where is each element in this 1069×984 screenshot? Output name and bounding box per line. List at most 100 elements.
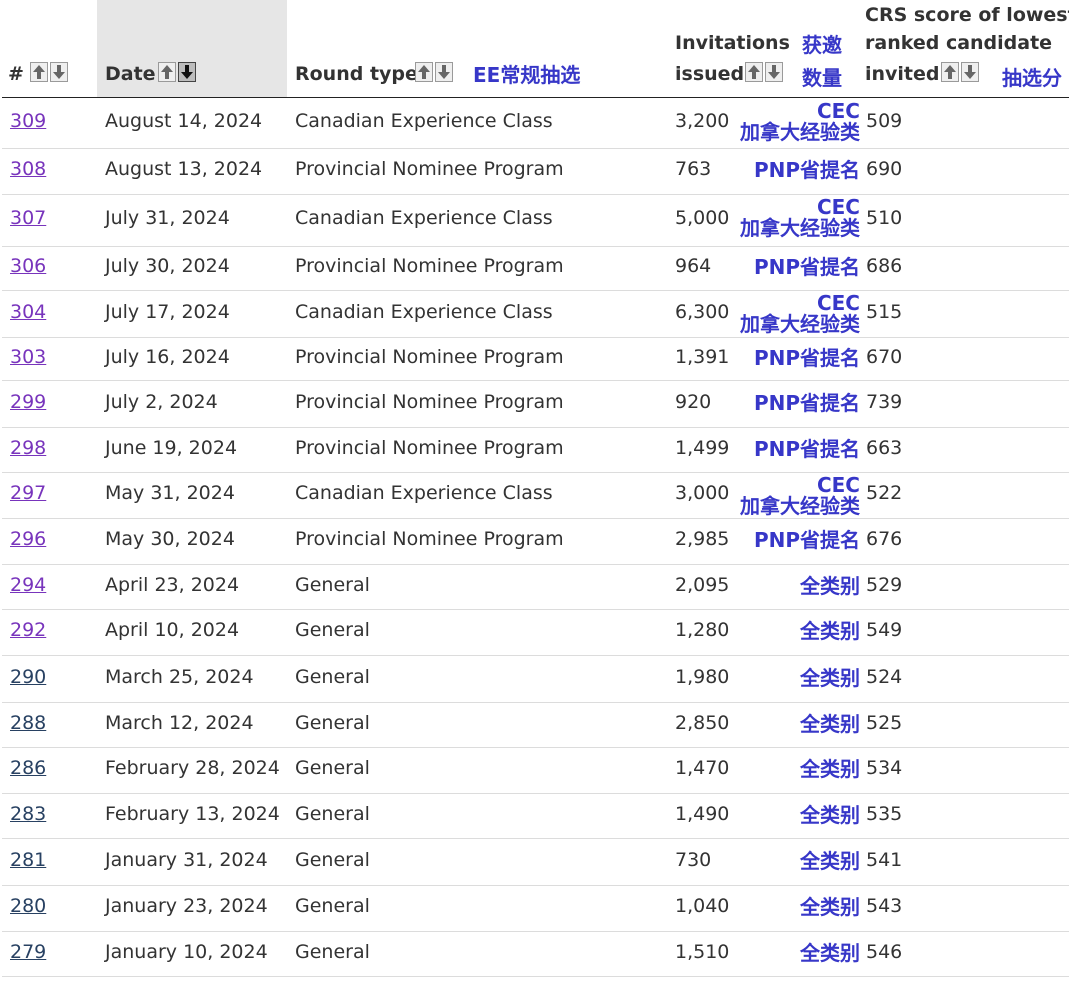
invitations-issued: 2,985 xyxy=(675,528,730,550)
draw-number-link[interactable]: 283 xyxy=(10,803,47,825)
draw-number-link[interactable]: 286 xyxy=(10,757,47,779)
draw-number-cell: 306 xyxy=(10,255,46,277)
header-round-type: Round type EE常规抽选 xyxy=(287,0,667,97)
draw-date: February 13, 2024 xyxy=(105,803,280,825)
draw-date: April 23, 2024 xyxy=(105,574,240,596)
sort-down-icon[interactable] xyxy=(765,62,783,82)
draw-type-annotation: CEC 加拿大经验类 xyxy=(740,101,860,143)
table-row: 290 March 25, 2024 General 1,980 524 全类别 xyxy=(2,655,1069,703)
header-crs-line3: invited xyxy=(865,63,940,85)
draw-number-link[interactable]: 290 xyxy=(10,666,47,688)
draw-number-link[interactable]: 304 xyxy=(10,301,47,323)
sort-down-icon[interactable] xyxy=(435,62,453,82)
draw-number-link[interactable]: 303 xyxy=(10,346,47,368)
header-invitations: Invitations issued 获邀 数量 xyxy=(667,0,862,97)
header-crs-line2: ranked candidate xyxy=(865,32,1053,54)
draw-number-link[interactable]: 281 xyxy=(10,849,47,871)
round-type: General xyxy=(295,803,370,825)
draw-number-cell: 280 xyxy=(10,895,46,917)
round-type: Canadian Experience Class xyxy=(295,110,553,132)
draw-number-cell: 288 xyxy=(10,712,46,734)
draw-type-annotation: 全类别 xyxy=(800,712,860,736)
crs-score: 686 xyxy=(866,255,903,277)
round-type: Provincial Nominee Program xyxy=(295,528,564,550)
header-round-annotation: EE常规抽选 xyxy=(473,63,581,87)
crs-score: 541 xyxy=(866,849,903,871)
sort-down-icon[interactable] xyxy=(50,62,68,82)
crs-score: 524 xyxy=(866,666,903,688)
header-round-label: Round type xyxy=(295,63,418,85)
sort-up-icon[interactable] xyxy=(941,62,959,82)
table-row: 298 June 19, 2024 Provincial Nominee Progr… xyxy=(2,427,1069,473)
crs-score: 676 xyxy=(866,528,903,550)
crs-score: 546 xyxy=(866,941,903,963)
draw-number-link[interactable]: 296 xyxy=(10,528,47,550)
draw-date: January 23, 2024 xyxy=(105,895,268,917)
round-type: General xyxy=(295,941,370,963)
annotation-line1: CEC xyxy=(816,291,860,315)
table-row: 309 August 14, 2024 Canadian Experience Cl… xyxy=(2,98,1069,149)
table-row: 280 January 23, 2024 General 1,040 543 全类别 xyxy=(2,885,1069,932)
draw-date: January 31, 2024 xyxy=(105,849,268,871)
annotation-line1: CEC xyxy=(816,99,860,123)
round-type: Canadian Experience Class xyxy=(295,482,553,504)
draw-date: July 31, 2024 xyxy=(105,207,230,229)
sort-controls-crs xyxy=(941,62,979,82)
sort-down-active-icon[interactable] xyxy=(178,62,196,82)
draw-date: July 2, 2024 xyxy=(105,391,218,413)
crs-score: 549 xyxy=(866,619,903,641)
sort-controls-round xyxy=(415,62,453,82)
draw-number-link[interactable]: 299 xyxy=(10,391,47,413)
sort-controls-invitations xyxy=(745,62,783,82)
sort-controls-num xyxy=(30,62,68,82)
annotation-line1: CEC xyxy=(816,195,860,219)
draw-number-link[interactable]: 288 xyxy=(10,712,47,734)
draw-number-cell: 292 xyxy=(10,619,46,641)
draw-number-link[interactable]: 308 xyxy=(10,158,47,180)
round-type: General xyxy=(295,574,370,596)
sort-up-icon[interactable] xyxy=(158,62,176,82)
draw-type-annotation: PNP省提名 xyxy=(753,437,860,461)
draw-number-cell: 296 xyxy=(10,528,46,550)
round-type: Provincial Nominee Program xyxy=(295,158,564,180)
table-row: 304 July 17, 2024 Canadian Experience Clas… xyxy=(2,290,1069,338)
invitations-issued: 1,391 xyxy=(675,346,730,368)
draw-type-annotation: PNP省提名 xyxy=(753,346,860,370)
sort-up-icon[interactable] xyxy=(745,62,763,82)
table-row: 281 January 31, 2024 General 730 541 全类别 xyxy=(2,838,1069,886)
invitations-issued: 5,000 xyxy=(675,207,730,229)
draw-number-link[interactable]: 309 xyxy=(10,110,47,132)
table-row: 307 July 31, 2024 Canadian Experience Clas… xyxy=(2,194,1069,247)
crs-score: 522 xyxy=(866,482,903,504)
sort-up-icon[interactable] xyxy=(415,62,433,82)
invitations-issued: 3,000 xyxy=(675,482,730,504)
invitations-issued: 1,499 xyxy=(675,437,730,459)
draw-number-link[interactable]: 294 xyxy=(10,574,47,596)
sort-down-icon[interactable] xyxy=(961,62,979,82)
draw-date: June 19, 2024 xyxy=(105,437,238,459)
draw-number-link[interactable]: 298 xyxy=(10,437,47,459)
table-row: 299 July 2, 2024 Provincial Nominee Progra… xyxy=(2,380,1069,428)
draw-date: August 13, 2024 xyxy=(105,158,263,180)
draw-number-link[interactable]: 292 xyxy=(10,619,47,641)
draw-date: July 17, 2024 xyxy=(105,301,230,323)
sort-up-icon[interactable] xyxy=(30,62,48,82)
draw-number-link[interactable]: 307 xyxy=(10,207,47,229)
round-type: Provincial Nominee Program xyxy=(295,255,564,277)
draw-number-link[interactable]: 280 xyxy=(10,895,47,917)
draw-number-link[interactable]: 306 xyxy=(10,255,47,277)
header-date-label: Date xyxy=(105,63,156,85)
header-num-label: # xyxy=(8,63,24,85)
draw-number-link[interactable]: 279 xyxy=(10,941,47,963)
table-row: 308 August 13, 2024 Provincial Nominee Pro… xyxy=(2,148,1069,195)
draw-number-link[interactable]: 297 xyxy=(10,482,47,504)
draw-type-annotation: CEC 加拿大经验类 xyxy=(740,197,860,239)
draw-number-cell: 279 xyxy=(10,941,46,963)
header-crs-line1: CRS score of lowest- xyxy=(865,4,1069,26)
invitations-issued: 6,300 xyxy=(675,301,730,323)
draw-date: January 10, 2024 xyxy=(105,941,268,963)
sort-controls-date xyxy=(158,62,196,82)
annotation-line2: 加拿大经验类 xyxy=(740,312,860,336)
header-inv-line1: Invitations xyxy=(675,32,790,54)
